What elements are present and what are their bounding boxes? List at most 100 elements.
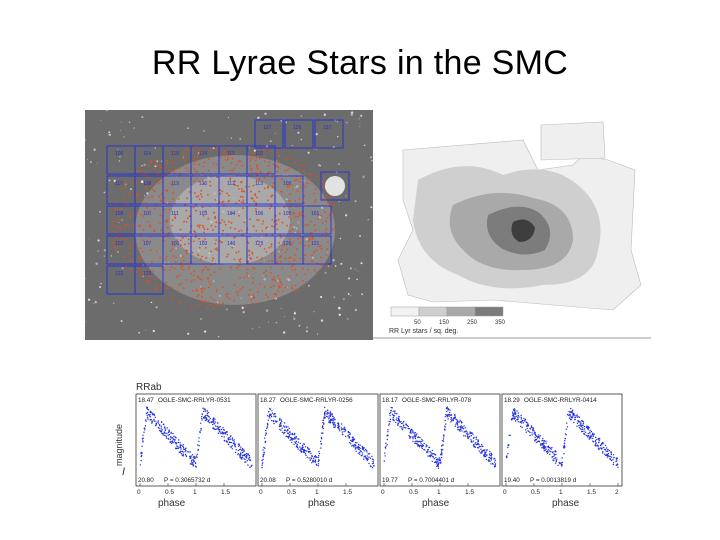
rr-lyrae-dot: [235, 291, 238, 294]
lightcurve-point: [543, 439, 545, 442]
lightcurve-point: [592, 432, 594, 434]
lightcurve-point: [290, 437, 293, 439]
background-star: [113, 302, 115, 304]
lightcurve-top-mag: 18.47: [138, 397, 154, 404]
lightcurve-point: [212, 418, 215, 420]
rr-lyrae-dot: [128, 252, 131, 255]
background-star: [303, 172, 305, 174]
rr-lyrae-dot: [270, 245, 273, 248]
lightcurve-point: [526, 427, 528, 430]
survey-field-label: 123: [143, 271, 152, 277]
lightcurve-point: [359, 450, 362, 452]
lightcurve-point: [337, 425, 339, 427]
lightcurve-frame: [257, 393, 379, 487]
rr-lyrae-dot: [201, 172, 204, 174]
lightcurve-point: [456, 423, 459, 425]
lightcurve-bottom-mag: 20.80: [138, 477, 154, 484]
rr-lyrae-dot: [152, 269, 155, 272]
lightcurve-point: [157, 426, 160, 429]
lightcurve-point: [605, 450, 607, 452]
lightcurve-point: [551, 456, 553, 458]
rr-lyrae-dot: [242, 199, 245, 202]
lightcurve-point: [521, 420, 523, 423]
lightcurve-point: [612, 463, 614, 466]
lightcurve-point: [413, 434, 416, 436]
lightcurve-point: [297, 438, 299, 440]
rr-lyrae-dot: [172, 255, 174, 258]
rr-lyrae-dot: [295, 273, 298, 276]
rr-lyrae-dot: [277, 154, 280, 157]
lightcurve-point: [310, 457, 313, 460]
lightcurve-point: [314, 455, 317, 457]
lightcurve-point: [538, 437, 541, 439]
lightcurve-point: [157, 422, 160, 424]
rr-lyrae-dot: [186, 249, 188, 252]
rr-lyrae-dot: [280, 283, 283, 286]
lightcurve-point: [574, 418, 576, 421]
lightcurve-point: [574, 414, 576, 417]
rr-lyrae-dot: [219, 156, 222, 158]
lightcurve-point: [166, 437, 168, 439]
lightcurve-point: [443, 428, 446, 430]
background-star: [145, 329, 147, 331]
lightcurve-point: [359, 451, 361, 454]
lightcurve-point: [338, 425, 340, 427]
lightcurve-point: [149, 419, 151, 421]
rr-lyrae-dot: [242, 201, 245, 204]
background-star: [187, 127, 189, 129]
lightcurve-point: [308, 448, 310, 450]
lightcurve-point: [219, 426, 221, 428]
rr-lyrae-dot: [214, 248, 217, 251]
background-star: [306, 326, 309, 329]
lightcurve-point: [602, 443, 604, 445]
survey-field: [314, 119, 344, 149]
lightcurve-point: [546, 450, 549, 452]
lightcurve-point: [570, 416, 572, 419]
lightcurve-point: [234, 451, 237, 454]
rr-lyrae-dot: [290, 244, 293, 247]
rr-lyrae-dot: [238, 214, 240, 217]
lightcurve-point: [540, 444, 543, 446]
lightcurve-point: [201, 413, 203, 415]
lightcurve-point: [341, 431, 343, 433]
lightcurve-point: [524, 418, 527, 421]
rr-lyrae-dot: [166, 159, 168, 162]
background-star: [339, 238, 341, 240]
survey-field-label: 104: [227, 211, 236, 217]
lightcurve-point: [479, 452, 482, 454]
lightcurve-point: [332, 421, 334, 423]
lightcurve-point: [469, 432, 471, 435]
lightcurve-point: [340, 427, 343, 429]
background-star: [121, 267, 124, 270]
rr-lyrae-dot: [303, 164, 305, 167]
xlabel-4: phase: [552, 498, 580, 509]
rr-lyrae-dot: [303, 202, 306, 204]
background-star: [308, 284, 310, 287]
lightcurve-point: [531, 434, 533, 436]
lightcurve-point: [153, 414, 156, 416]
lightcurve-point: [371, 466, 374, 469]
rr-lyrae-dot: [197, 293, 200, 296]
lightcurve-point: [431, 449, 434, 452]
lightcurve-point: [266, 415, 269, 417]
lightcurve-point: [392, 418, 394, 420]
background-star: [129, 188, 133, 191]
rr-lyrae-dot: [271, 194, 274, 197]
rr-lyrae-dot: [326, 248, 329, 250]
lightcurve-point: [245, 456, 247, 458]
lightcurve-point: [182, 455, 184, 457]
lightcurve-point: [432, 453, 434, 455]
rr-lyrae-dot: [171, 248, 174, 251]
lightcurve-point: [440, 456, 443, 459]
lightcurve-point: [273, 413, 276, 415]
lightcurve-point: [207, 420, 210, 422]
rr-lyrae-dot: [219, 222, 222, 224]
rr-lyrae-dot: [320, 247, 323, 250]
rr-lyrae-dot: [296, 178, 298, 181]
lightcurve-point: [427, 455, 429, 457]
lightcurve-point: [590, 436, 592, 438]
rr-lyrae-dot: [296, 248, 298, 251]
lightcurve-point: [412, 430, 414, 432]
survey-field-label: 106: [115, 151, 124, 157]
